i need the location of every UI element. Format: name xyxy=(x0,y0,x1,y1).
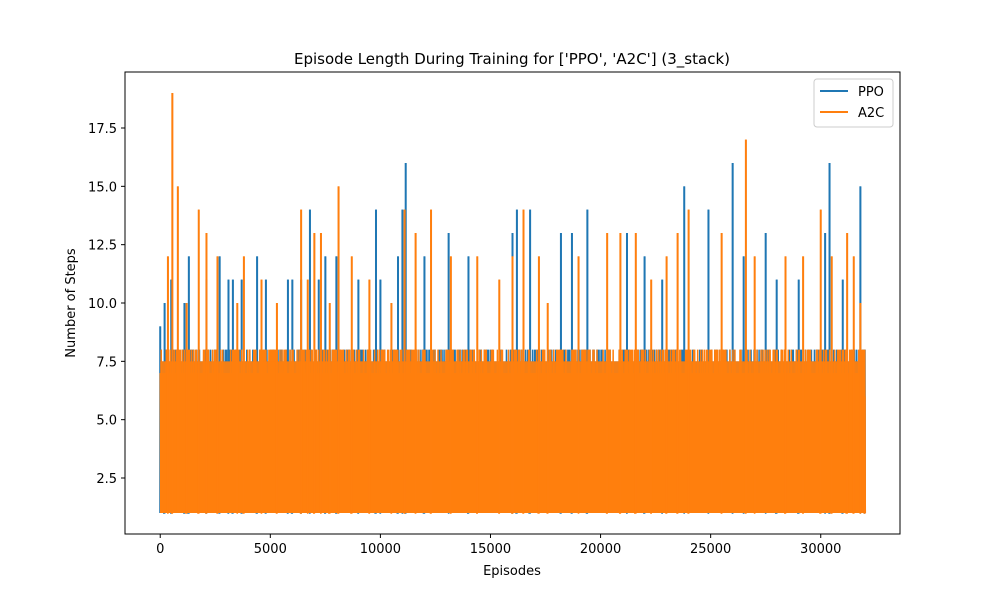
y-tick-label: 17.5 xyxy=(88,122,117,137)
x-tick-label: 25000 xyxy=(690,542,731,557)
a2c-series xyxy=(159,93,867,514)
x-tick-label: 10000 xyxy=(360,542,401,557)
y-tick-label: 7.5 xyxy=(96,355,117,370)
x-tick-label: 5000 xyxy=(254,542,287,557)
y-axis-label: Number of Steps xyxy=(64,248,79,358)
y-tick-label: 10.0 xyxy=(88,297,117,312)
legend-label-a2c: A2C xyxy=(858,106,884,121)
legend: PPO A2C xyxy=(813,78,894,128)
x-tick-label: 20000 xyxy=(580,542,621,557)
chart-title: Episode Length During Training for ['PPO… xyxy=(294,50,730,69)
x-tick-label: 30000 xyxy=(800,542,841,557)
legend-label-ppo: PPO xyxy=(858,85,884,100)
x-axis-ticks: 0 5000 10000 15000 20000 25000 30000 xyxy=(156,534,841,557)
y-tick-label: 15.0 xyxy=(88,180,117,195)
x-tick-label: 15000 xyxy=(470,542,511,557)
x-tick-label: 0 xyxy=(156,542,164,557)
y-axis-ticks: 2.5 5.0 7.5 10.0 12.5 15.0 17.5 xyxy=(88,122,125,487)
y-tick-label: 12.5 xyxy=(88,239,117,254)
y-tick-label: 2.5 xyxy=(96,472,117,487)
x-axis-label: Episodes xyxy=(483,564,541,579)
y-tick-label: 5.0 xyxy=(96,414,117,429)
